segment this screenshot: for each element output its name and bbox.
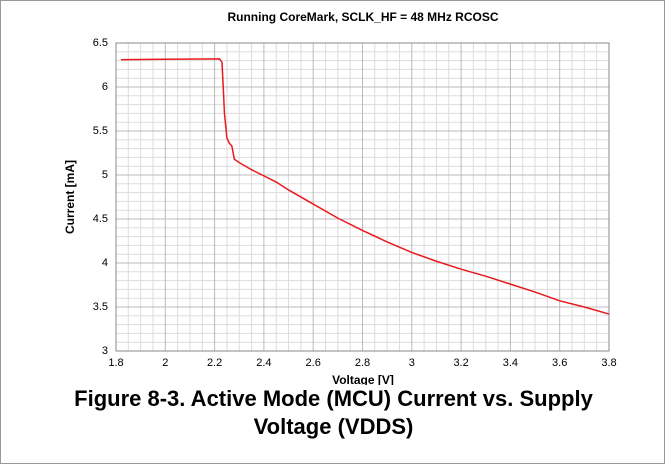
x-axis-label: Voltage [V] [332, 373, 394, 385]
x-tick-label: 2.8 [355, 357, 370, 369]
chart: Running CoreMark, SCLK_HF = 48 MHz RCOSC… [63, 10, 616, 387]
x-tick-label: 3.2 [453, 357, 468, 369]
y-tick-label: 6 [102, 81, 108, 93]
figure-caption: Figure 8-3. Active Mode (MCU) Current vs… [74, 386, 593, 439]
x-tick-label: 1.8 [108, 357, 123, 369]
y-tick-label: 4 [102, 257, 108, 269]
x-tick-label: 3.8 [601, 357, 616, 369]
x-tick-label: 2.4 [256, 357, 271, 369]
plot-border [115, 42, 610, 352]
x-tick-label: 2.2 [207, 357, 222, 369]
y-tick-label: 3.5 [93, 301, 108, 313]
x-tick-label: 2.6 [306, 357, 321, 369]
y-tick-label: 5 [102, 169, 108, 181]
x-tick-label: 3 [409, 357, 415, 369]
y-tick-label: 6.5 [93, 37, 108, 49]
x-tick-label: 3.6 [552, 357, 567, 369]
y-tick-label: 5.5 [93, 125, 108, 137]
chart-title: Running CoreMark, SCLK_HF = 48 MHz RCOSC [227, 10, 498, 24]
y-tick-label: 3 [102, 345, 108, 357]
x-tick-label: 3.4 [503, 357, 518, 369]
y-axis-label: Current [mA] [63, 160, 77, 234]
data-line [120, 58, 610, 315]
x-tick-label: 2 [162, 357, 168, 369]
y-tick-label: 4.5 [93, 213, 108, 225]
